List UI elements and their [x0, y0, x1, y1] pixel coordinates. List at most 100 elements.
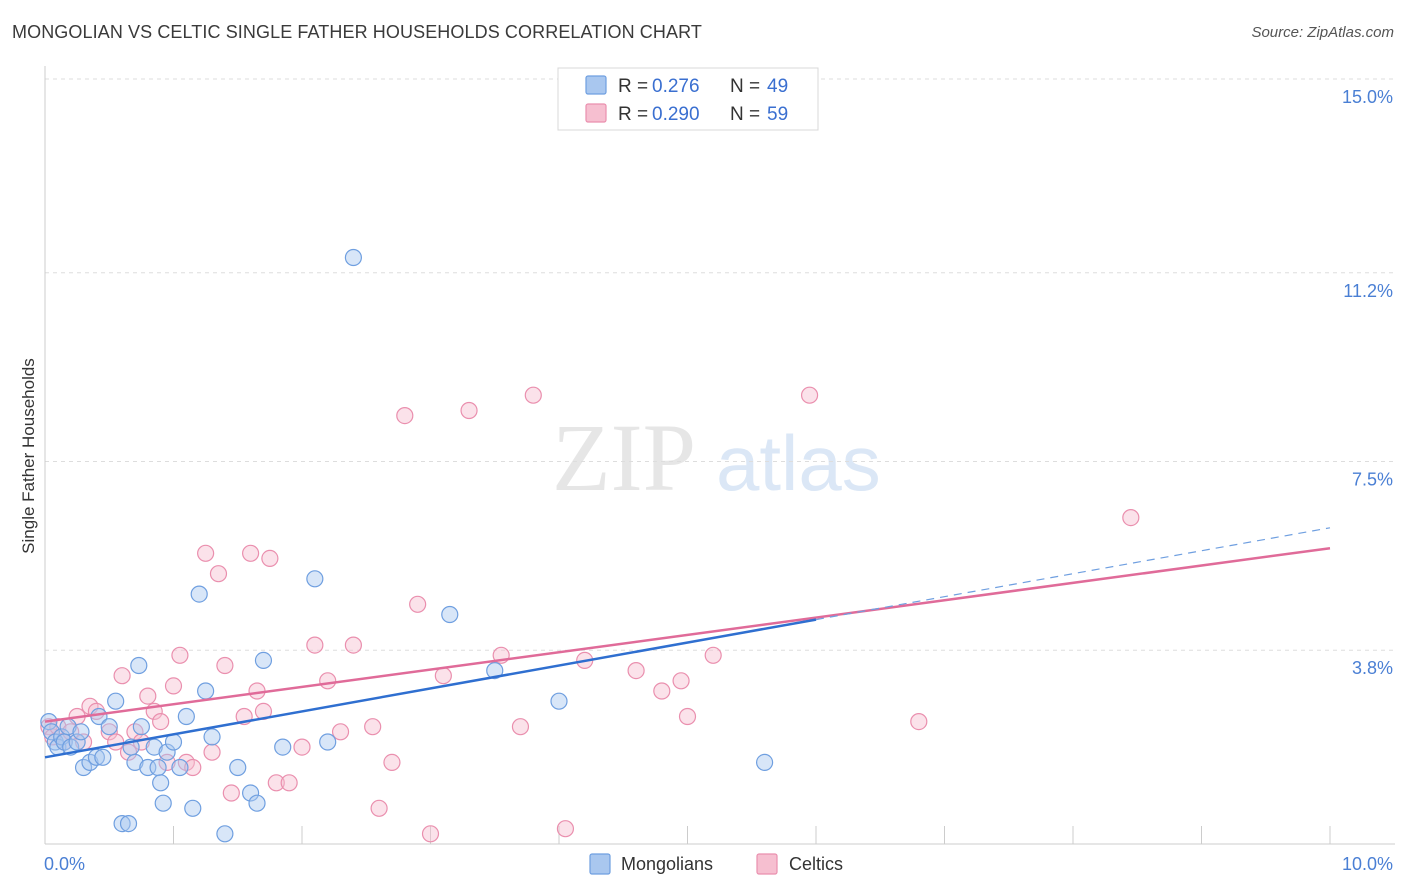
celtic-point-18 [158, 753, 176, 772]
mongolian-point-22 [132, 718, 150, 736]
mongolian-point-20 [126, 753, 144, 772]
celtic-point-53 [627, 661, 645, 680]
y-tick-label-0: 3.8% [1352, 658, 1393, 678]
correlation-legend: R = 0.276 N = 49 R = 0.290 N = 59 [557, 67, 819, 131]
celtic-point-24 [203, 743, 221, 761]
mongolian-point-35 [203, 728, 221, 746]
mongolian-point-44 [344, 248, 362, 267]
y-tick-label-1: 7.5% [1352, 470, 1393, 490]
mongolian-point-30 [171, 758, 189, 777]
celtic-point-38 [331, 723, 350, 741]
mongolian-point-1 [42, 723, 61, 741]
celtic-point-54 [653, 682, 671, 700]
mongolian-point-31 [177, 707, 195, 726]
celtic-point-35 [293, 738, 311, 756]
celtic-point-11 [113, 667, 131, 685]
mongolian-points [40, 248, 774, 843]
mongolian-point-45 [441, 605, 459, 624]
mongolian-point-47 [550, 692, 568, 710]
mongolian-point-46 [486, 661, 504, 680]
mongolian-point-37 [229, 758, 247, 777]
celtic-point-36 [306, 636, 324, 654]
celtic-point-41 [370, 799, 388, 817]
celtic-point-39 [344, 636, 362, 654]
celtic-point-60 [1122, 508, 1140, 527]
celtic-point-19 [164, 677, 183, 695]
mongolian-point-24 [145, 738, 163, 756]
y-tick-label-2: 11.2% [1343, 281, 1393, 301]
celtic-point-55 [672, 672, 690, 690]
celtic-point-32 [261, 549, 279, 568]
mongolian-point-40 [254, 651, 273, 670]
mongolian-point-21 [130, 656, 148, 675]
celtic-point-20 [171, 646, 189, 664]
legend-mongolian-swatch [585, 75, 607, 95]
watermark-zip: ZIP [552, 404, 696, 511]
celtic-point-29 [242, 544, 260, 562]
mongolian-point-48 [755, 753, 774, 772]
mongolian-point-43 [319, 733, 337, 751]
trend-lines [44, 527, 1331, 759]
x-tick-label-1: 10.0% [1342, 854, 1393, 874]
mongolian-point-17 [113, 814, 131, 833]
celtic-point-27 [222, 784, 240, 802]
mongolian-point-27 [154, 794, 172, 812]
series-legend-celtic-swatch [756, 853, 778, 875]
celtic-point-45 [421, 825, 440, 843]
legend-mongolian-n-label: N = [730, 76, 760, 97]
y-axis-ticks: 3.8% 7.5% 11.2% 15.0% [1342, 87, 1393, 678]
celtic-point-25 [209, 565, 228, 583]
celtic-point-59 [910, 712, 928, 731]
mongolian-point-25 [149, 758, 167, 777]
mongolian-point-38 [242, 784, 260, 802]
legend-mongolian-n-value: 49 [767, 76, 788, 97]
x-axis-ticks: 0.0% 10.0% [44, 854, 1393, 874]
celtic-point-17 [152, 712, 170, 731]
celtic-point-51 [556, 820, 575, 838]
mongolian-point-9 [72, 723, 90, 741]
celtic-trend-line [44, 546, 1331, 723]
legend-celtic-swatch [585, 103, 607, 123]
mongolian-point-14 [94, 748, 112, 766]
legend-celtic-r-label: R = [618, 104, 648, 125]
mongolian-trend-extension [815, 527, 1331, 621]
grid [45, 78, 1395, 651]
celtic-point-47 [460, 401, 478, 420]
celtic-point-33 [267, 774, 285, 792]
mongolian-point-8 [68, 733, 86, 751]
mongolian-point-42 [306, 570, 324, 588]
legend-mongolian-r-value: 0.276 [652, 76, 700, 97]
mongolian-point-36 [216, 825, 234, 843]
mongolian-point-18 [119, 814, 138, 833]
watermark-atlas: atlas [716, 419, 881, 507]
celtic-point-42 [383, 753, 401, 772]
celtic-point-44 [409, 595, 427, 613]
legend-celtic-n-label: N = [730, 104, 760, 125]
mongolian-point-39 [248, 794, 266, 812]
mongolian-point-33 [190, 585, 208, 603]
celtic-point-43 [396, 407, 414, 425]
celtic-point-22 [184, 758, 202, 777]
source-label: Source: ZipAtlas.com [1251, 24, 1394, 41]
mongolian-point-32 [184, 799, 202, 817]
celtic-point-34 [280, 774, 298, 792]
celtic-point-57 [704, 646, 722, 664]
series-legend-mongolian-label: Mongolians [621, 854, 713, 874]
series-legend: Mongolians Celtics [589, 853, 843, 875]
mongolian-point-16 [107, 692, 125, 710]
legend-mongolian-r-label: R = [618, 76, 648, 97]
celtic-point-49 [511, 718, 530, 736]
mongolian-point-34 [197, 682, 215, 700]
mongolian-point-15 [100, 718, 118, 736]
celtic-point-9 [100, 723, 118, 741]
series-legend-mongolian-swatch [589, 853, 611, 875]
mongolian-point-28 [158, 743, 176, 761]
x-tick-label-0: 0.0% [44, 854, 85, 874]
mongolian-trend-line [44, 618, 817, 759]
mongolian-point-41 [274, 738, 292, 756]
celtic-point-40 [364, 718, 382, 736]
y-tick-label-3: 15.0% [1342, 87, 1393, 107]
series-legend-celtic-label: Celtics [789, 854, 843, 874]
mongolian-point-26 [152, 774, 170, 792]
